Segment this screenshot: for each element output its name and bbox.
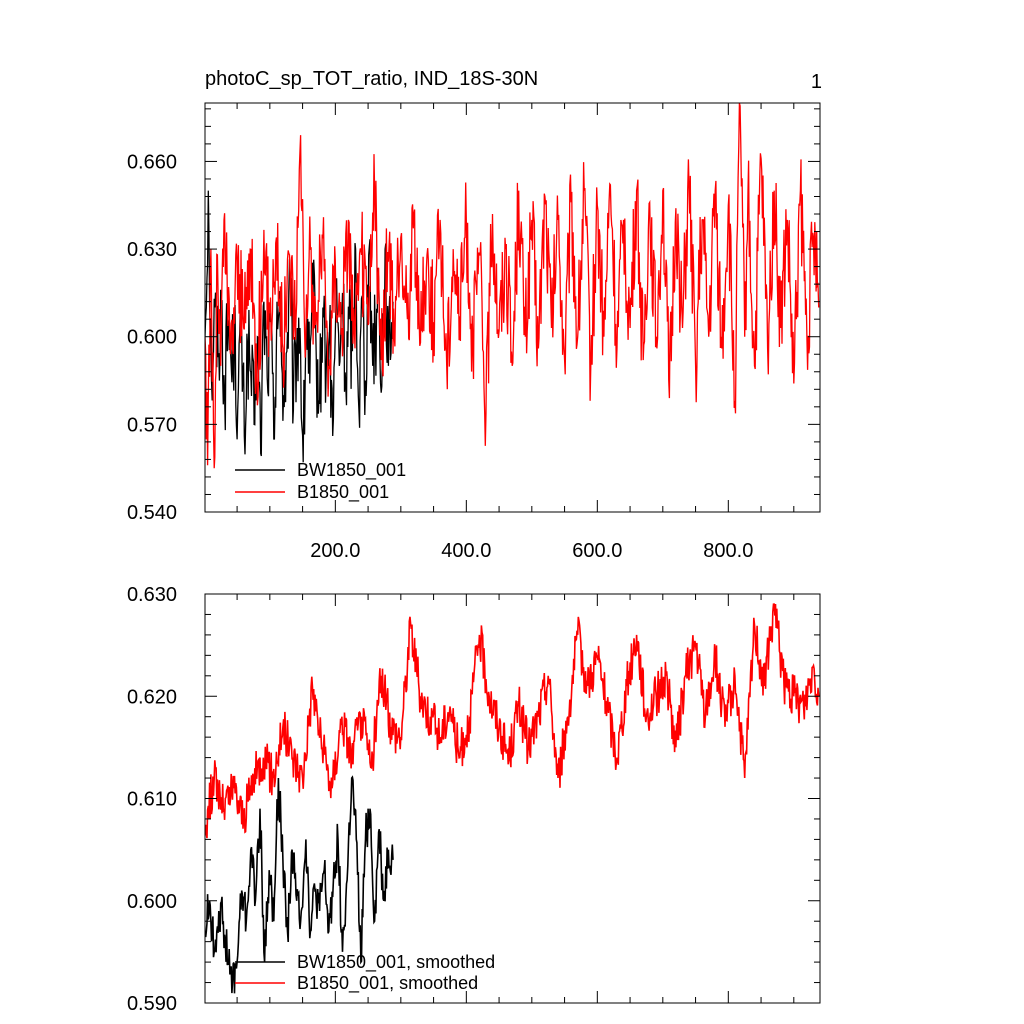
x-tick-label: 600.0 [572, 540, 622, 562]
series-group [205, 103, 820, 469]
y-tick-label: 0.630 [127, 239, 177, 261]
y-tick-label: 0.570 [127, 414, 177, 436]
x-tick-label: 800.0 [703, 540, 753, 562]
legend-label: B1850_001 [297, 482, 389, 503]
legend-label: BW1850_001 [297, 460, 406, 481]
legend-label: BW1850_001, smoothed [297, 952, 495, 973]
x-tick-label: 400.0 [441, 540, 491, 562]
series-group [205, 603, 820, 994]
y-tick-label: 0.600 [127, 891, 177, 913]
y-tick-label: 0.630 [127, 584, 177, 606]
series-line-red [205, 603, 820, 839]
y-tick-label: 0.540 [127, 502, 177, 524]
plot-frame [204, 102, 821, 513]
plot-frame [204, 593, 821, 1004]
bottom-panel: 0.590 0.600 0.610 0.620 0.630 BW1850_001, smo… [127, 584, 821, 1015]
y-tick-label: 0.610 [127, 789, 177, 811]
series-line-black [205, 775, 394, 994]
x-tick-label: 200.0 [310, 540, 360, 562]
legend-label: B1850_001, smoothed [297, 973, 478, 994]
panel-number: 1 [811, 71, 822, 93]
chart-title: photoC_sp_TOT_ratio, IND_18S-30N [205, 68, 538, 90]
y-tick-label: 0.620 [127, 686, 177, 708]
y-tick-label: 0.590 [127, 993, 177, 1015]
series-line-black [205, 190, 394, 463]
y-tick-label: 0.600 [127, 327, 177, 349]
top-panel: 0.540 0.570 0.600 0.630 0.660 200.0 400.0 600.0… [127, 68, 821, 562]
y-tick-label: 0.660 [127, 151, 177, 173]
series-line-red [205, 103, 820, 469]
